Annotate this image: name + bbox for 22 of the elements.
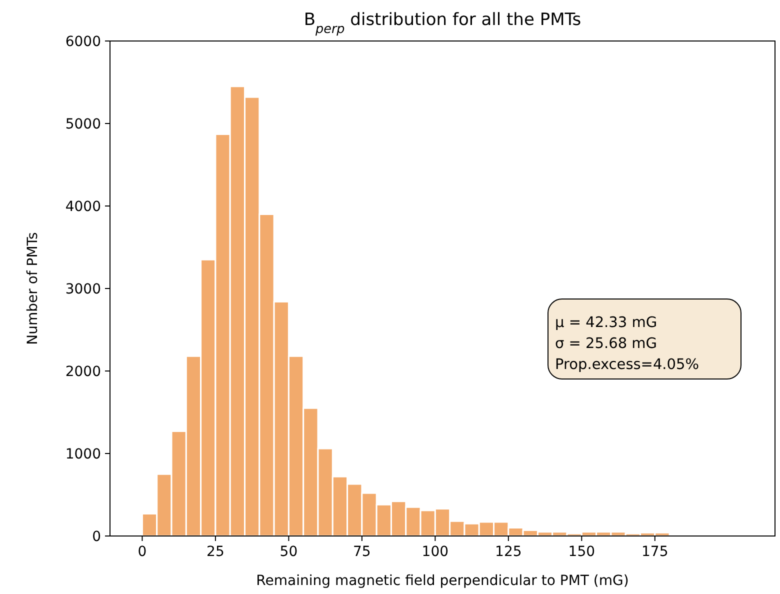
y-tick-label: 3000: [65, 282, 101, 298]
x-tick-label: 75: [353, 544, 371, 560]
x-tick-label: 50: [280, 544, 298, 560]
annotation: σ = 25.68 mG: [555, 336, 658, 352]
y-tick-label: 5000: [65, 116, 101, 132]
y-axis-title: Number of PMTs: [25, 232, 41, 345]
x-tick-label: 125: [495, 544, 522, 560]
x-tick-label: 150: [568, 544, 596, 560]
chart-title: B$_{perp}$ distribution for all the PMTs: [304, 10, 582, 36]
y-tick-label: 6000: [65, 34, 101, 50]
x-tick-label: 175: [642, 544, 668, 560]
annotation: μ = 42.33 mG: [555, 315, 658, 331]
x-axis-title: Remaining magnetic field perpendicular to PMT (mG): [256, 573, 629, 589]
y-tick-label: 2000: [65, 364, 101, 380]
x-tick-label: 0: [138, 544, 147, 560]
y-tick-label: 1000: [65, 446, 101, 462]
x-tick-label: 100: [422, 544, 449, 560]
y-tick-label: 4000: [65, 199, 101, 215]
y-tick-label: 0: [92, 529, 101, 545]
annotation: Prop.excess=4.05%: [555, 357, 700, 373]
x-tick-label: 25: [206, 544, 224, 560]
stats-text-box: μ = 42.33 mG σ = 25.68 mG Prop.excess=4.05%: [548, 298, 742, 380]
